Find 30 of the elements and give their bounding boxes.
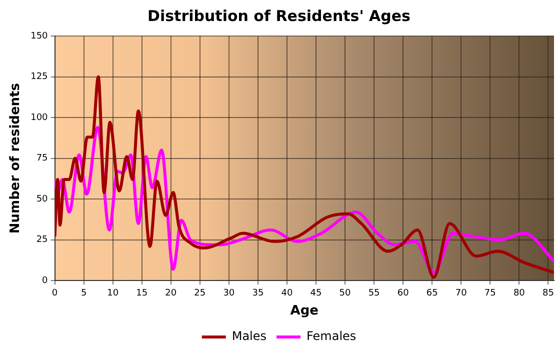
x-tick-label: 0 — [52, 288, 58, 298]
x-tick-label: 55 — [368, 288, 380, 298]
x-tick-label: 75 — [484, 288, 496, 298]
x-tick-label: 5 — [80, 288, 87, 298]
x-tick-label: 20 — [165, 288, 177, 298]
legend-label: Males — [232, 329, 267, 344]
y-tick-label: 0 — [42, 276, 48, 286]
x-tick-label: 85 — [542, 288, 554, 298]
chart-title: Distribution of Residents' Ages — [148, 6, 411, 25]
y-tick-label: 25 — [36, 235, 48, 246]
x-tick-label: 60 — [397, 288, 410, 298]
x-tick-label: 65 — [426, 288, 438, 298]
y-tick-label: 50 — [36, 194, 48, 204]
x-tick-label: 35 — [252, 288, 264, 298]
x-tick-label: 40 — [281, 288, 293, 298]
x-tick-label: 30 — [223, 288, 235, 298]
x-tick-label: 45 — [310, 288, 322, 298]
legend-label: Females — [306, 329, 356, 344]
x-tick-label: 10 — [107, 288, 119, 298]
x-axis-title: Age — [290, 304, 319, 319]
y-axis-title: Number of residents — [8, 82, 24, 234]
y-tick-label: 100 — [30, 112, 48, 123]
y-tick-label: 150 — [30, 31, 48, 42]
x-tick-label: 80 — [513, 288, 526, 298]
y-tick-label: 75 — [36, 154, 48, 164]
x-tick-label: 25 — [194, 288, 206, 298]
x-tick-label: 70 — [455, 288, 468, 298]
x-tick-label: 15 — [136, 288, 148, 298]
x-tick-label: 50 — [339, 288, 352, 298]
y-tick-label: 125 — [30, 72, 48, 82]
